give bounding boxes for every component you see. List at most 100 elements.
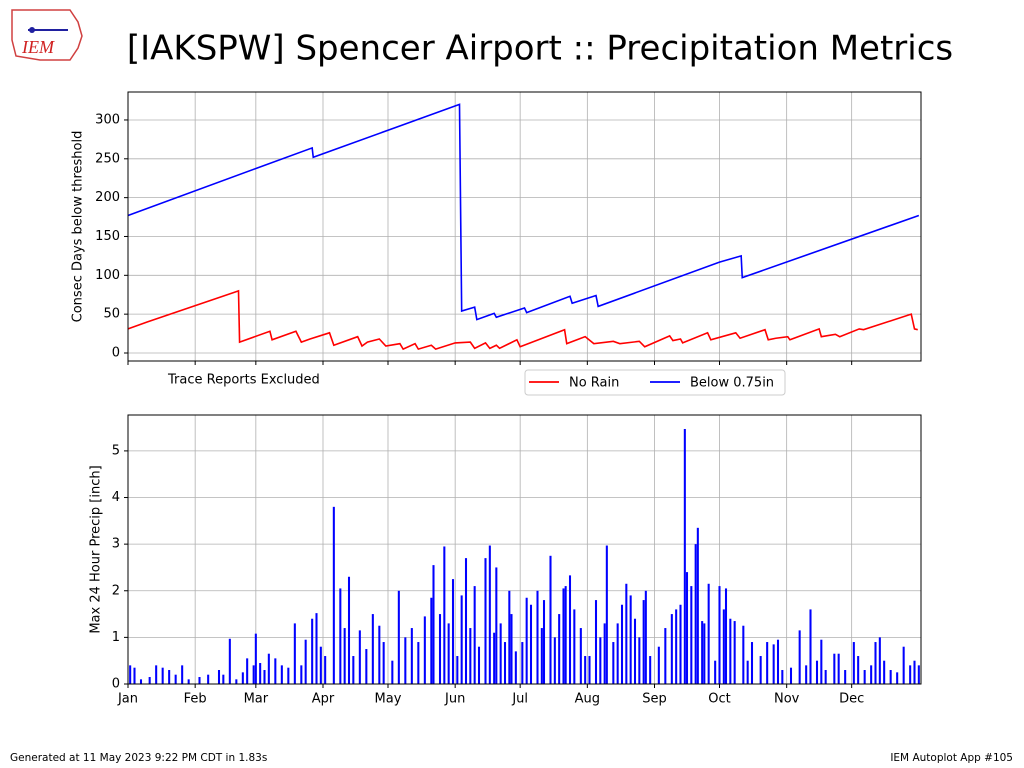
x-tick-label: May — [375, 692, 402, 707]
bar — [605, 545, 608, 684]
line-series — [127, 103, 920, 321]
bar — [187, 679, 190, 684]
bar — [657, 646, 660, 684]
bar — [358, 630, 361, 684]
y-tick-label: 100 — [95, 268, 120, 283]
logo-dot — [29, 27, 35, 33]
bar — [564, 586, 567, 684]
bar — [844, 670, 847, 684]
y-axis-label: Consec Days below threshold — [71, 131, 86, 323]
bar — [343, 628, 346, 684]
line-series — [127, 289, 918, 351]
bar — [417, 642, 420, 684]
page-title: [IAKSPW] Spencer Airport :: Precipitatio… — [127, 29, 953, 69]
bar — [252, 665, 255, 684]
bar — [181, 665, 184, 684]
bar — [382, 642, 385, 684]
bar — [352, 656, 355, 684]
bar — [805, 665, 808, 684]
bar — [599, 637, 602, 684]
bar — [733, 621, 736, 684]
bar — [484, 558, 487, 684]
bar — [750, 642, 754, 684]
bar — [766, 642, 769, 684]
bar — [280, 665, 283, 684]
logo-text: IEM — [21, 37, 55, 57]
y-tick-label: 0 — [112, 345, 120, 360]
bar — [510, 614, 513, 684]
bar — [477, 646, 481, 684]
bar — [365, 649, 368, 684]
x-tick-label: Apr — [312, 692, 335, 707]
bar — [404, 637, 407, 684]
y-tick-label: 300 — [95, 112, 120, 127]
bar — [896, 672, 899, 684]
legend: No Rain Below 0.75in — [524, 369, 786, 396]
bar — [584, 656, 587, 684]
bar — [274, 658, 277, 684]
bar — [742, 625, 745, 684]
bar — [217, 670, 221, 684]
bar — [499, 623, 502, 684]
bar — [267, 653, 270, 684]
bar — [558, 614, 561, 684]
bar — [837, 653, 840, 684]
bar — [293, 623, 296, 684]
bar — [525, 597, 528, 684]
bar — [573, 609, 576, 684]
bar — [917, 665, 920, 684]
bar — [423, 616, 426, 684]
bar — [852, 642, 855, 684]
x-tick-label: Jul — [511, 692, 528, 707]
y-tick-label: 250 — [95, 151, 120, 166]
bar — [235, 679, 238, 684]
bar — [536, 590, 539, 684]
bar — [473, 586, 476, 684]
bar — [874, 642, 877, 684]
bar — [161, 667, 164, 684]
y-tick-label: 0 — [112, 677, 120, 692]
bar — [863, 670, 866, 684]
bar — [332, 506, 335, 684]
bar — [616, 623, 619, 684]
y-tick-label: 50 — [103, 307, 120, 322]
bar — [347, 576, 351, 684]
annotation: Trace Reports Excluded — [167, 373, 320, 388]
bar — [889, 670, 892, 684]
bar — [724, 588, 728, 684]
bar — [469, 628, 472, 684]
bar — [675, 609, 678, 684]
bar — [139, 679, 143, 684]
bar — [549, 555, 552, 684]
bar — [287, 667, 290, 684]
bar — [714, 660, 717, 684]
bar — [759, 656, 762, 684]
bar — [315, 613, 318, 684]
bar — [701, 621, 704, 684]
bar — [690, 586, 693, 684]
bar — [707, 583, 710, 684]
bar — [259, 663, 262, 684]
bar — [168, 670, 171, 684]
bar — [729, 618, 732, 684]
bar — [789, 667, 793, 684]
bar — [148, 677, 151, 684]
bar — [909, 665, 912, 684]
legend-label: Below 0.75in — [690, 376, 774, 391]
bar — [493, 632, 496, 684]
logo-outline — [11, 9, 83, 61]
bar — [514, 651, 517, 684]
bar — [198, 677, 201, 684]
bar — [603, 623, 606, 684]
y-axis-label: Max 24 Hour Precip [inch] — [89, 465, 104, 633]
y-tick-label: 3 — [112, 537, 120, 552]
bar — [870, 665, 873, 684]
y-tick-label: 200 — [95, 190, 120, 205]
footer-left: Generated at 11 May 2023 9:22 PM CDT in … — [10, 752, 267, 764]
bar — [809, 609, 812, 684]
bar — [397, 590, 400, 684]
bar — [588, 656, 591, 684]
bar — [594, 600, 598, 684]
x-tick-label: Mar — [244, 692, 269, 707]
